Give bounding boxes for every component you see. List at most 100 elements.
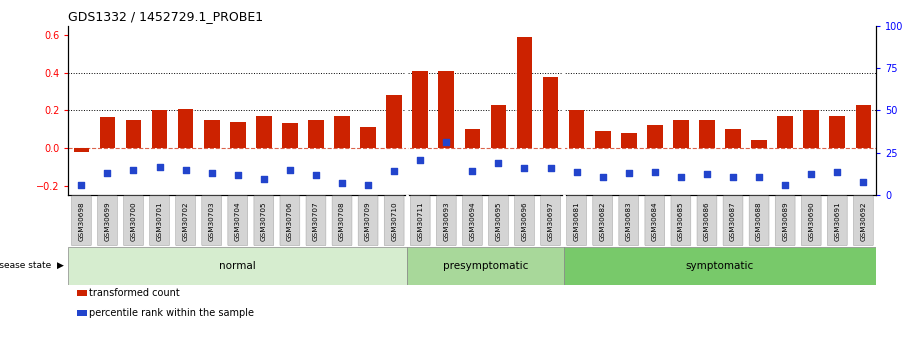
Text: GSM30702: GSM30702 (182, 201, 189, 240)
Bar (204, 120, 220, 148)
Text: GSM30700: GSM30700 (130, 201, 137, 240)
FancyBboxPatch shape (410, 196, 430, 246)
Bar (673, 120, 689, 148)
FancyBboxPatch shape (802, 196, 821, 246)
Text: GSM30711: GSM30711 (417, 201, 424, 240)
Text: normal: normal (220, 261, 256, 270)
FancyBboxPatch shape (697, 196, 717, 246)
Point (752, 174, 766, 180)
FancyBboxPatch shape (176, 196, 196, 246)
Bar (413, 71, 428, 148)
Point (569, 170, 584, 175)
FancyBboxPatch shape (201, 196, 221, 246)
Point (517, 165, 532, 170)
Bar (517, 37, 532, 148)
Bar (543, 77, 558, 148)
Text: GSM30681: GSM30681 (574, 201, 579, 240)
Point (257, 176, 271, 182)
Text: percentile rank within the sample: percentile rank within the sample (89, 308, 254, 318)
FancyBboxPatch shape (619, 196, 639, 246)
FancyBboxPatch shape (540, 196, 560, 246)
FancyBboxPatch shape (488, 196, 508, 246)
Bar (829, 116, 845, 148)
Text: GSM30701: GSM30701 (157, 201, 162, 240)
Point (856, 179, 871, 185)
Bar (699, 120, 715, 148)
Text: GSM30704: GSM30704 (235, 201, 241, 240)
Bar (647, 126, 662, 148)
Text: GSM30685: GSM30685 (678, 201, 684, 240)
Bar (99, 117, 116, 148)
Bar (777, 116, 793, 148)
FancyBboxPatch shape (515, 196, 535, 246)
Point (465, 169, 479, 174)
Point (726, 174, 741, 180)
Text: GSM30708: GSM30708 (339, 201, 345, 240)
FancyBboxPatch shape (436, 196, 456, 246)
Point (387, 169, 402, 174)
Point (543, 165, 558, 170)
Text: GDS1332 / 1452729.1_PROBE1: GDS1332 / 1452729.1_PROBE1 (68, 10, 263, 23)
Text: GSM30693: GSM30693 (444, 201, 449, 240)
Bar (152, 110, 168, 148)
FancyBboxPatch shape (775, 196, 795, 246)
FancyBboxPatch shape (645, 196, 665, 246)
Text: GSM30697: GSM30697 (548, 201, 554, 240)
Bar (752, 140, 767, 148)
FancyBboxPatch shape (254, 196, 273, 246)
Point (230, 172, 245, 178)
Point (152, 164, 167, 169)
Point (334, 180, 349, 186)
Text: GSM30707: GSM30707 (313, 201, 319, 240)
Bar (386, 95, 402, 148)
Bar (568, 110, 585, 148)
Point (491, 160, 506, 166)
Bar (256, 116, 271, 148)
Point (74, 182, 88, 187)
Point (621, 170, 636, 176)
FancyBboxPatch shape (97, 196, 118, 246)
Text: transformed count: transformed count (89, 288, 180, 298)
FancyBboxPatch shape (749, 196, 769, 246)
Bar (725, 129, 741, 148)
Bar (74, 148, 89, 152)
FancyBboxPatch shape (671, 196, 691, 246)
Point (100, 170, 115, 176)
FancyBboxPatch shape (280, 196, 300, 246)
Text: GSM30694: GSM30694 (469, 201, 476, 240)
Text: GSM30691: GSM30691 (834, 201, 840, 240)
Text: GSM30692: GSM30692 (860, 201, 866, 240)
Point (700, 171, 714, 177)
FancyBboxPatch shape (593, 196, 612, 246)
Point (596, 174, 610, 180)
FancyBboxPatch shape (71, 196, 91, 246)
Bar (334, 116, 350, 148)
Text: GSM30706: GSM30706 (287, 201, 293, 240)
Point (830, 170, 844, 175)
Text: GSM30710: GSM30710 (391, 201, 397, 240)
Text: GSM30709: GSM30709 (365, 201, 371, 240)
Bar (564, 247, 876, 285)
Text: GSM30698: GSM30698 (78, 201, 85, 240)
FancyBboxPatch shape (854, 196, 874, 246)
Point (439, 140, 454, 145)
Bar (465, 129, 480, 148)
Text: disease state  ▶: disease state ▶ (0, 261, 64, 270)
Text: GSM30688: GSM30688 (756, 201, 763, 240)
Text: symptomatic: symptomatic (686, 261, 754, 270)
Bar (595, 131, 610, 148)
Text: GSM30684: GSM30684 (651, 201, 658, 240)
Text: GSM30695: GSM30695 (496, 201, 501, 240)
Bar (230, 122, 246, 148)
Bar (282, 122, 298, 148)
Text: GSM30703: GSM30703 (209, 201, 215, 240)
Point (778, 182, 793, 187)
Point (413, 157, 427, 163)
Bar (804, 110, 819, 148)
Text: GSM30686: GSM30686 (704, 201, 710, 240)
Bar (407, 247, 564, 285)
FancyBboxPatch shape (149, 196, 169, 246)
Text: GSM30699: GSM30699 (105, 201, 110, 240)
Text: GSM30687: GSM30687 (730, 201, 736, 240)
FancyBboxPatch shape (723, 196, 743, 246)
